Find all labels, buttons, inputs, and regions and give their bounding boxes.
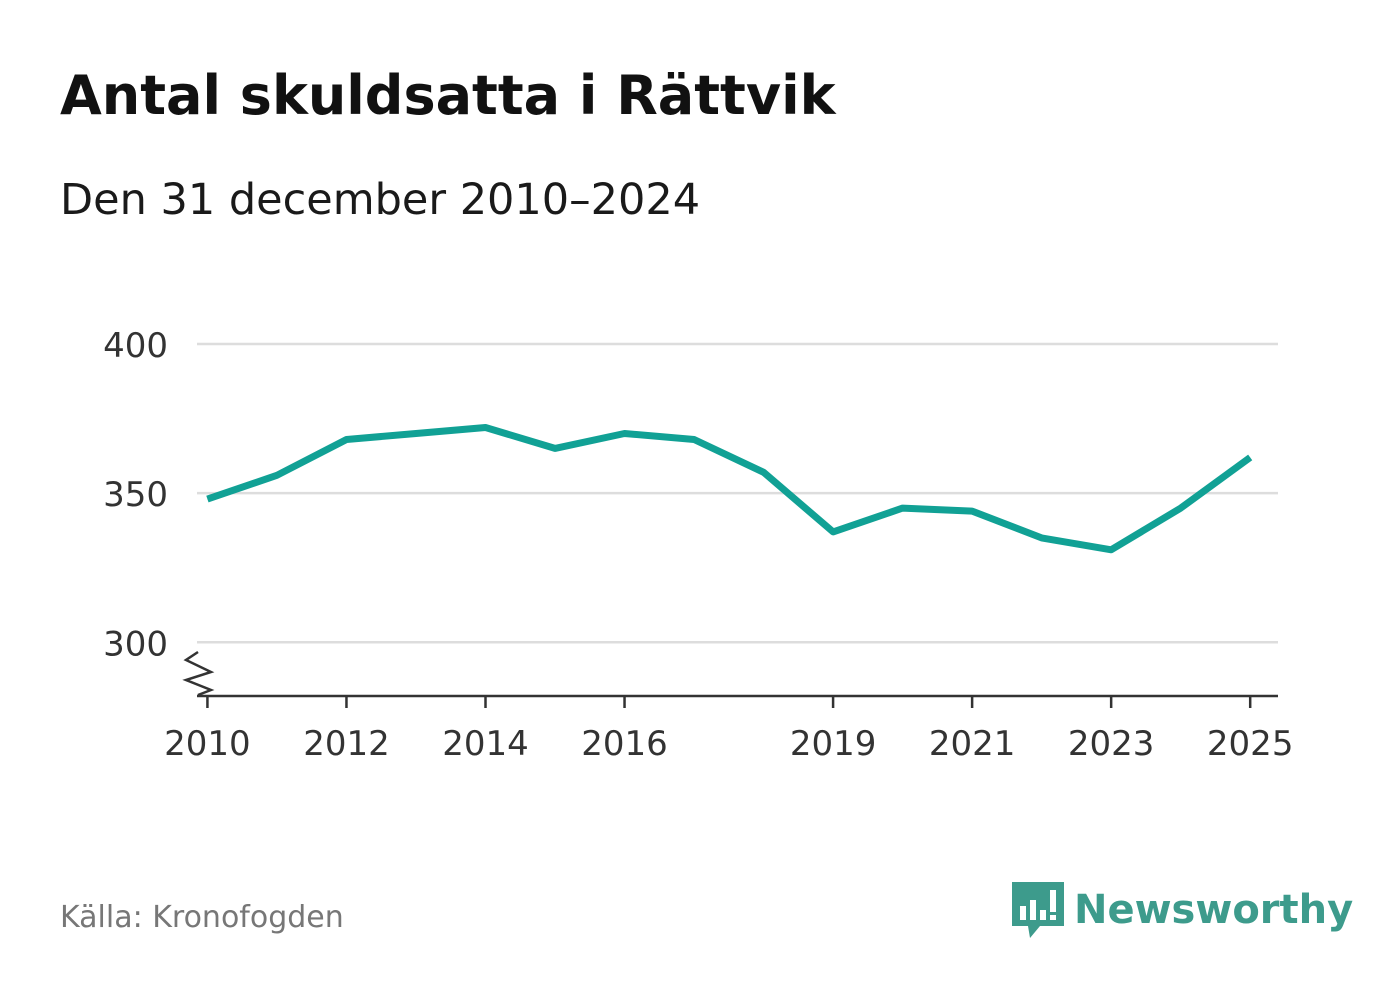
- x-tick-label: 2021: [929, 724, 1016, 764]
- chart-title: Antal skuldsatta i Rättvik: [60, 64, 836, 127]
- tick-labels: 300 350 400 2010 2012 2014 2016 2019 2021 2023 202…: [103, 326, 1293, 764]
- x-tick-label: 2012: [303, 724, 390, 764]
- bar-chart-speech-bubble-icon: [1012, 882, 1064, 938]
- newsworthy-logo: Newsworthy: [1010, 880, 1353, 940]
- series: [206, 424, 1253, 554]
- x-tick-label: 2016: [581, 724, 668, 764]
- x-tick-label: 2010: [164, 724, 251, 764]
- x-tick-label: 2019: [790, 724, 877, 764]
- series-line-0: [206, 424, 1253, 554]
- logo-text: Newsworthy: [1074, 887, 1354, 933]
- axes: [182, 650, 1278, 708]
- x-tick-label: 2014: [442, 724, 529, 764]
- y-tick-label: 350: [103, 475, 168, 515]
- chart-subtitle: Den 31 december 2010–2024: [60, 175, 701, 225]
- gridlines: [197, 342, 1278, 644]
- y-tick-label: 400: [103, 326, 168, 366]
- x-tick-label: 2025: [1207, 724, 1294, 764]
- axis-break-marker: [182, 650, 215, 697]
- x-tick-label: 2023: [1068, 724, 1155, 764]
- source-note: Källa: Kronofogden: [60, 900, 344, 935]
- y-tick-label: 300: [103, 624, 168, 664]
